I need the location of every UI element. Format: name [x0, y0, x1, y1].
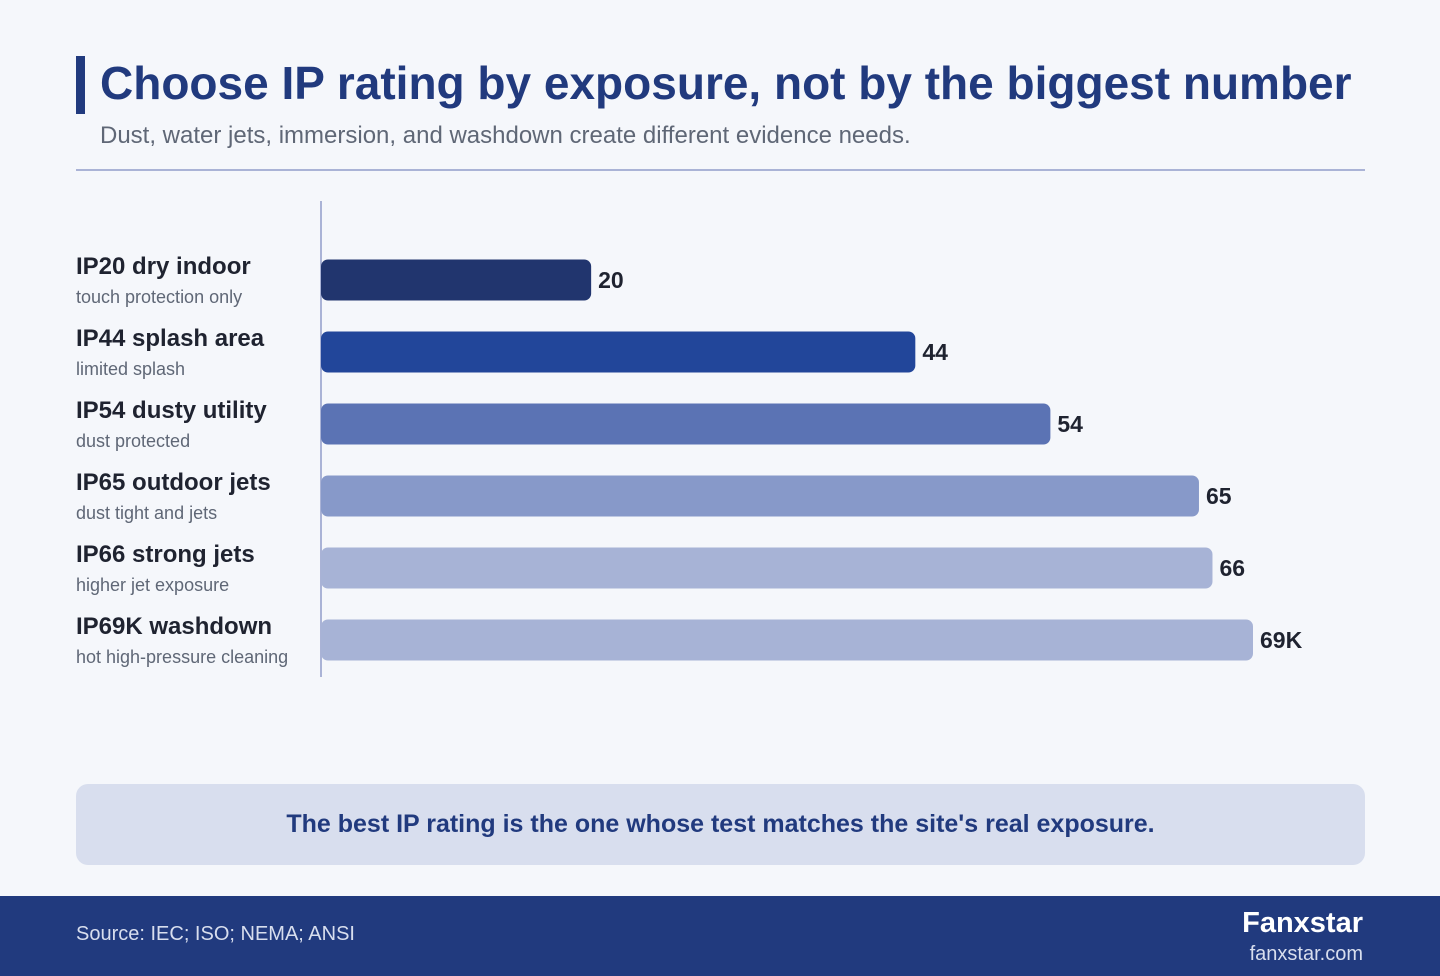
category-label: IP65 outdoor jets: [76, 469, 271, 496]
category-label: IP54 dusty utility: [76, 397, 267, 424]
header-divider: [76, 169, 1365, 171]
category-label: IP69K washdown: [76, 613, 272, 640]
bar-value-label: 44: [922, 339, 948, 365]
takeaway-callout: The best IP rating is the one whose test…: [76, 784, 1365, 865]
bar-value-label: 54: [1057, 411, 1083, 437]
category-label: IP20 dry indoor: [76, 253, 251, 280]
title-accent-bar: [76, 56, 85, 114]
bar-value-label: 69K: [1260, 627, 1303, 653]
category-description: touch protection only: [76, 287, 242, 307]
bar: [321, 475, 1199, 517]
category-label: IP66 strong jets: [76, 541, 255, 568]
bar: [321, 619, 1253, 661]
bars-layer: IP20 dry indoor touch protection only 20 IP…: [76, 253, 1303, 667]
bar: [321, 547, 1213, 589]
category-description: hot high-pressure cleaning: [76, 647, 288, 667]
category-label: IP44 splash area: [76, 325, 265, 352]
source-note: Source: IEC; ISO; NEMA; ANSI: [76, 923, 355, 945]
ip-rating-bar-chart: IP20 dry indoor touch protection only 20 IP…: [76, 201, 1303, 677]
bar-value-label: 65: [1206, 483, 1232, 509]
brand-url: fanxstar.com: [1249, 943, 1363, 965]
bar-value-label: 20: [598, 267, 624, 293]
bar: [321, 259, 592, 301]
category-description: dust protected: [76, 431, 190, 451]
brand-name: Fanxstar: [1242, 907, 1363, 939]
category-description: limited splash: [76, 359, 185, 379]
category-description: dust tight and jets: [76, 503, 217, 523]
bar: [321, 331, 916, 373]
page-subtitle: Dust, water jets, immersion, and washdow…: [100, 122, 911, 149]
footer: Source: IEC; ISO; NEMA; ANSI Fanxstar fa…: [0, 896, 1440, 976]
bar: [321, 403, 1051, 445]
page-title: Choose IP rating by exposure, not by the…: [100, 57, 1352, 109]
category-description: higher jet exposure: [76, 575, 229, 595]
bar-value-label: 66: [1219, 555, 1245, 581]
callout-text: The best IP rating is the one whose test…: [286, 810, 1155, 838]
